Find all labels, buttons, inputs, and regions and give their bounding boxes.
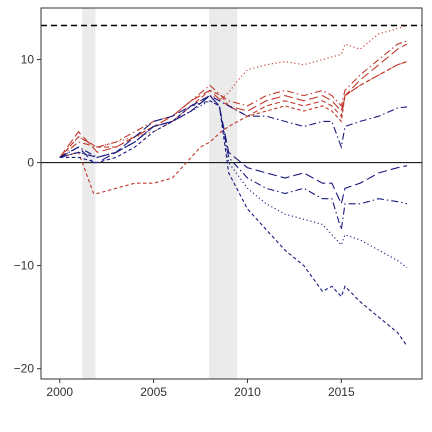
recession-band: [82, 8, 96, 379]
series-line: [59, 40, 408, 158]
recession-shading: [82, 8, 238, 379]
x-tick-label: 2005: [140, 385, 167, 399]
series-line: [59, 100, 408, 269]
y-tick-label: 0: [27, 156, 34, 170]
reference-lines: [41, 24, 422, 164]
series-line: [59, 61, 408, 195]
y-tick-label: 10: [21, 53, 35, 67]
y-tick-label: −20: [14, 362, 35, 376]
series-line: [59, 24, 408, 158]
x-tick-label: 2010: [234, 385, 261, 399]
recession-band: [208, 8, 238, 379]
plot-frame: [40, 7, 423, 380]
series-line: [59, 94, 408, 206]
y-tick-label: −10: [14, 259, 35, 273]
x-tick-label: 2000: [46, 385, 73, 399]
x-tick-label: 2015: [328, 385, 355, 399]
axes: 2000 2005 2010 2015 10 0 −10 −20: [14, 53, 355, 399]
series-lines: [59, 24, 408, 347]
